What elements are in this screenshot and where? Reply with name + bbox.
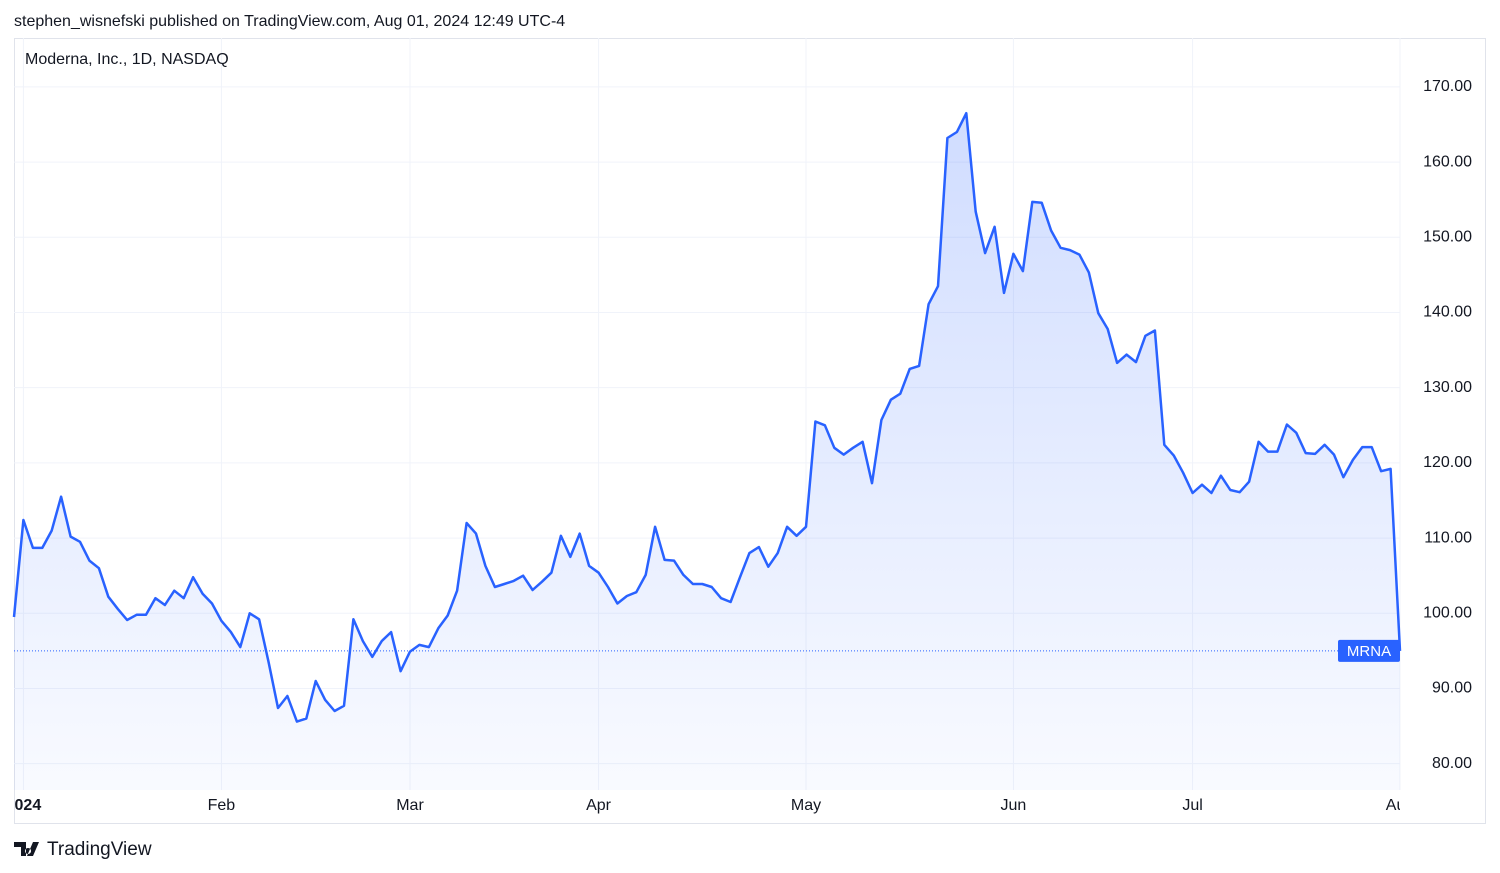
x-tick-label: Apr — [586, 797, 612, 814]
x-tick-label: Jun — [1001, 797, 1027, 814]
y-tick-label: 160.00 — [1423, 153, 1472, 170]
brand-name: TradingView — [47, 839, 152, 860]
y-tick-label: 130.00 — [1423, 379, 1472, 396]
y-tick-label: 100.00 — [1423, 604, 1472, 621]
x-tick-label: Jul — [1182, 797, 1202, 814]
y-tick-label: 90.00 — [1432, 680, 1472, 697]
publish-info: stephen_wisnefski published on TradingVi… — [14, 13, 565, 30]
chart-title: Moderna, Inc., 1D, NASDAQ — [25, 51, 229, 68]
x-tick-label: Aug — [1386, 797, 1414, 814]
y-tick-label: 140.00 — [1423, 304, 1472, 321]
y-tick-label: 120.00 — [1423, 454, 1472, 471]
x-tick-label: May — [791, 797, 821, 814]
area-fill — [14, 113, 1400, 790]
series-label: MRNA — [1347, 643, 1391, 660]
y-tick-label: 150.00 — [1423, 228, 1472, 245]
y-axis: 80.00 90.00 100.00 110.00 120.00 130.00 140.00… — [1423, 78, 1472, 772]
x-axis: 2024 Feb Mar Apr May Jun Jul Aug — [6, 797, 1414, 814]
brand-logo: TradingView — [14, 839, 152, 860]
logo-icon — [14, 842, 39, 856]
y-tick-label: 110.00 — [1424, 529, 1472, 546]
x-tick-label: Mar — [396, 797, 424, 814]
plot: MRNA — [12, 111, 1402, 790]
y-tick-label: 170.00 — [1423, 78, 1472, 95]
y-tick-label: 80.00 — [1432, 755, 1472, 772]
last-price-badge — [1338, 639, 1400, 662]
chart-frame — [14, 38, 1486, 824]
price-line — [12, 111, 1402, 723]
x-tick-label: 2024 — [6, 797, 42, 814]
x-tick-label: Feb — [208, 797, 236, 814]
